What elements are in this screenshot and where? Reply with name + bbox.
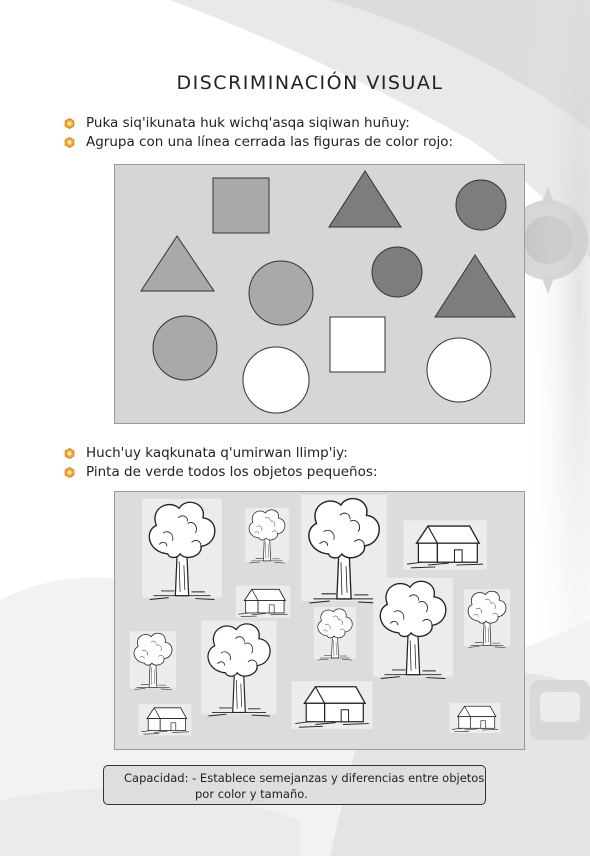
circle-shape: [455, 179, 507, 231]
instruction-quechua-1: Puka siq'ikunata huk wichq'asqa siqiwan …: [64, 115, 410, 131]
square-shape: [329, 316, 386, 373]
tree-large-icon: [372, 577, 454, 680]
tree-small-icon: [313, 606, 357, 661]
house-large-icon: [290, 680, 374, 730]
shapes-panel: [114, 164, 525, 424]
flower-bullet-icon: [64, 136, 75, 148]
tree-small-icon: [463, 588, 511, 648]
tree-large-icon: [141, 498, 223, 601]
instruction-text: Puka siq'ikunata huk wichq'asqa siqiwan …: [86, 115, 410, 131]
capacity-line1: - Establece semejanzas y diferencias ent…: [192, 771, 485, 785]
square-shape: [212, 177, 270, 234]
circle-shape: [152, 315, 218, 381]
flower-bullet-icon: [64, 117, 75, 129]
triangle-shape: [140, 235, 215, 292]
tree-large-icon: [200, 619, 278, 717]
tree-small-icon: [129, 630, 177, 690]
page-title: DISCRIMINACIÓN VISUAL: [176, 72, 444, 94]
capacity-label: Capacidad:: [124, 771, 189, 785]
triangle-shape: [434, 254, 516, 318]
tree-small-icon: [244, 507, 290, 564]
triangle-shape: [328, 170, 402, 228]
circle-shape: [426, 337, 492, 403]
house-small-icon: [449, 702, 501, 734]
objects-panel: [114, 491, 525, 750]
instruction-spanish-1: Agrupa con una línea cerrada las figuras…: [64, 134, 453, 150]
flower-bullet-icon: [64, 466, 75, 478]
circle-shape: [248, 260, 314, 326]
house-large-icon: [402, 519, 488, 571]
instruction-text: Agrupa con una línea cerrada las figuras…: [86, 134, 454, 150]
flower-bullet-icon: [64, 447, 75, 459]
instruction-text: Pinta de verde todos los objetos pequeño…: [86, 464, 378, 480]
circle-shape: [242, 346, 310, 414]
house-small-icon: [138, 703, 192, 736]
capacity-line2: por color y tamaño.: [195, 787, 308, 801]
instruction-text: Huch'uy kaqkunata q'umirwan llimp'iy:: [86, 445, 348, 461]
circle-shape: [371, 246, 423, 298]
instruction-spanish-2: Pinta de verde todos los objetos pequeño…: [64, 464, 377, 480]
capacity-box: Capacidad: - Establece semejanzas y dife…: [103, 765, 486, 805]
house-small-icon: [235, 585, 291, 619]
instruction-quechua-2: Huch'uy kaqkunata q'umirwan llimp'iy:: [64, 445, 348, 461]
